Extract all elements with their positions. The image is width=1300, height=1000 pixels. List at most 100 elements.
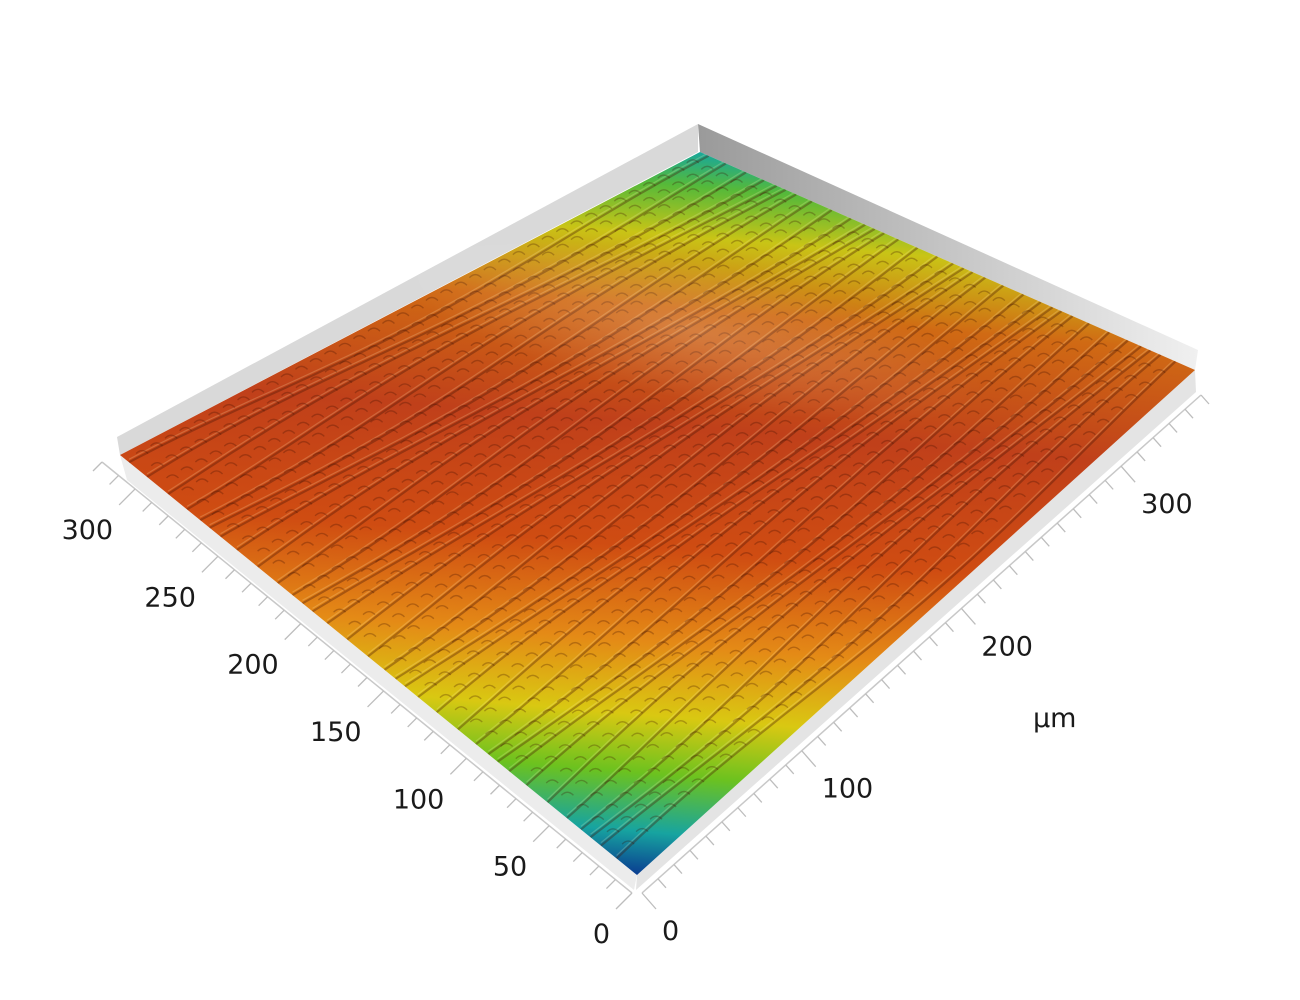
surface-scale-mark xyxy=(726,584,740,589)
surface-scale-mark xyxy=(312,452,326,457)
surface-scale-mark xyxy=(608,545,622,550)
surface-scale-mark xyxy=(618,767,632,773)
surface-scale-mark xyxy=(466,650,480,655)
surface-scale-mark xyxy=(839,493,853,498)
surface-scale-mark xyxy=(534,514,548,519)
surface-scale-mark xyxy=(564,535,578,540)
surface-scale-mark xyxy=(686,662,700,667)
surface-scale-mark xyxy=(574,389,588,394)
surface-scale-mark xyxy=(994,387,1008,392)
surface-scale-mark xyxy=(825,504,839,510)
surface-scale-mark xyxy=(448,552,462,557)
surface-scale-mark xyxy=(359,546,373,552)
surface-scale-mark xyxy=(993,332,1007,337)
surface-scale-mark xyxy=(576,803,590,808)
surface-scale-mark xyxy=(381,319,395,325)
surface-scale-mark xyxy=(613,197,627,202)
surface-scale-mark xyxy=(434,583,448,588)
surface-scale-mark xyxy=(280,373,294,378)
surface-scale-mark xyxy=(730,193,744,198)
surface-scale-mark xyxy=(376,601,390,606)
surface-scale-mark xyxy=(400,439,414,444)
surface-scale-mark xyxy=(518,483,532,489)
surface-scale-mark xyxy=(847,297,861,302)
surface-scale-mark xyxy=(1051,341,1065,346)
surface-scale-mark xyxy=(495,629,509,634)
right-axis-tick xyxy=(881,679,891,690)
surface-scale-mark xyxy=(707,472,721,477)
surface-ridge-highlight xyxy=(566,337,1129,816)
surface-scale-mark xyxy=(473,433,487,439)
surface-scale-mark xyxy=(445,471,459,476)
surface-scale-mark xyxy=(195,478,209,483)
surface-scale-mark xyxy=(592,494,606,499)
surface-scale-mark xyxy=(519,503,533,509)
surface-scale-mark xyxy=(454,706,468,711)
right-axis-tick xyxy=(817,736,827,746)
surface-scale-mark xyxy=(1082,411,1096,416)
surface-scale-mark xyxy=(970,509,984,514)
left-axis-tick xyxy=(357,677,368,687)
surface-scale-mark xyxy=(994,368,1008,373)
left-axis-tick xyxy=(307,636,318,647)
surface-scale-mark xyxy=(314,512,328,517)
surface-scale-mark xyxy=(426,348,440,354)
surface-scale-mark xyxy=(413,393,427,398)
surface-scale-mark xyxy=(768,550,782,555)
surface-scale-mark xyxy=(391,613,405,618)
surface-scale-mark xyxy=(854,522,868,528)
surface-scale-mark xyxy=(984,497,998,502)
left-axis-ticks xyxy=(92,461,633,910)
surface-scale-mark xyxy=(511,663,525,668)
surface-scale-mark xyxy=(551,587,565,592)
surface-scale-mark xyxy=(968,449,982,454)
surface-scale-mark xyxy=(559,767,573,772)
surface-scale-mark xyxy=(150,442,164,447)
surface-scale-mark xyxy=(208,411,222,416)
surface-scale-mark xyxy=(417,530,431,535)
surface-ridge xyxy=(525,322,1090,787)
surface-scale-mark xyxy=(954,460,967,466)
surface-scale-mark xyxy=(311,413,325,418)
surface-scale-mark xyxy=(696,564,710,569)
surface-scale-mark xyxy=(803,679,817,684)
surface-ridge xyxy=(219,193,797,538)
surface-scale-mark xyxy=(208,430,222,436)
surface-scale-mark xyxy=(1022,345,1036,351)
surface-scale-mark xyxy=(360,567,374,573)
surface-scale-mark xyxy=(1009,394,1023,399)
surface-scale-mark xyxy=(735,413,749,418)
surface-scale-mark xyxy=(196,498,210,503)
surface-scale-mark xyxy=(606,828,620,833)
surface-scale-mark xyxy=(342,474,356,479)
surface-scale-mark xyxy=(329,523,343,528)
surface-scale-mark xyxy=(480,617,494,623)
surface-scale-mark xyxy=(614,698,628,703)
surface-scale-mark xyxy=(370,437,384,442)
surface-scale-mark xyxy=(899,549,913,554)
surface-scale-mark xyxy=(599,686,613,691)
surface-scale-mark xyxy=(723,501,737,506)
surface-scale-mark xyxy=(425,313,439,319)
surface-scale-mark xyxy=(410,304,424,309)
surface-scale-mark xyxy=(953,441,967,446)
surface-scale-mark xyxy=(282,429,296,434)
surface-scale-mark xyxy=(549,524,563,530)
surface-scale-mark xyxy=(1123,355,1137,361)
surface-scale-mark xyxy=(332,586,346,592)
surface-scale-mark xyxy=(240,494,254,499)
surface-scale-mark xyxy=(862,287,876,292)
surface-scale-mark xyxy=(472,414,486,420)
right-axis-tick xyxy=(976,593,986,604)
surface-scale-mark xyxy=(281,391,295,397)
surface-scale-mark xyxy=(789,691,803,696)
surface-scale-mark xyxy=(225,502,239,507)
surface-scale-mark xyxy=(584,212,598,217)
surface-scale-mark xyxy=(560,435,574,441)
surface-scale-mark xyxy=(324,368,338,373)
surface-scale-mark xyxy=(223,442,237,447)
surface-scale-mark xyxy=(862,304,876,309)
surface-scale-mark xyxy=(817,218,831,223)
surface-scale-mark xyxy=(628,235,642,240)
surface-scale-mark xyxy=(927,525,941,530)
